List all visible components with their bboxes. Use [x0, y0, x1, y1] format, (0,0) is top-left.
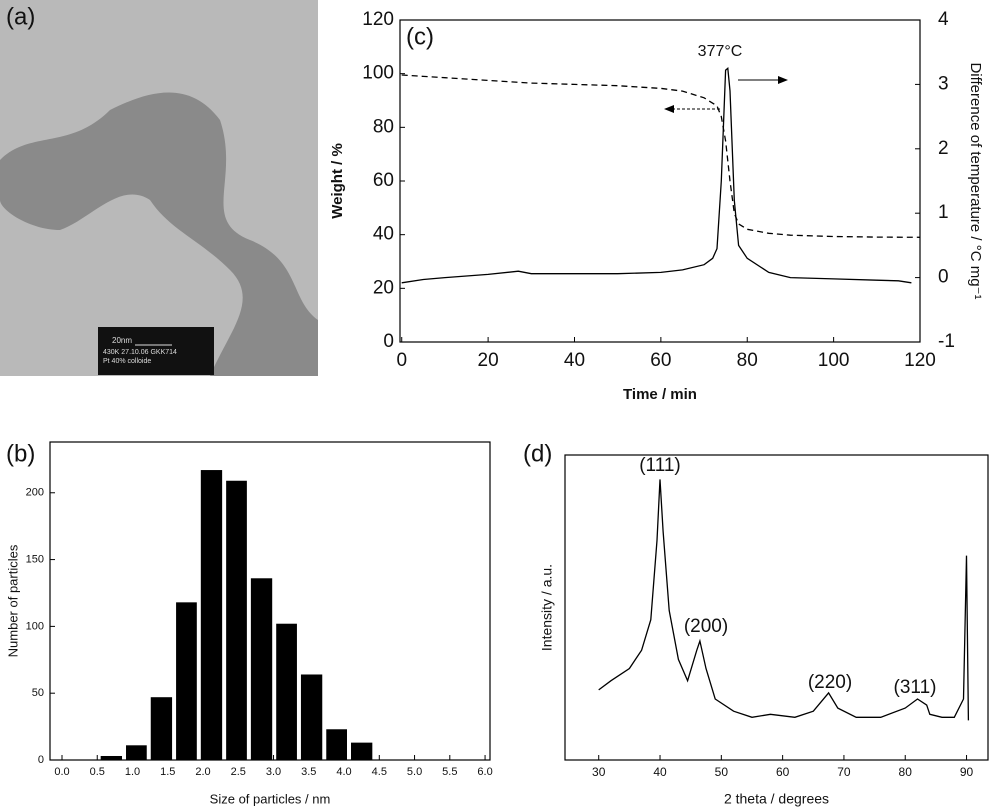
x-tick-label: 4.0	[336, 766, 351, 778]
y2-tick-label: 0	[938, 267, 949, 288]
peak-label: (111)	[639, 455, 681, 476]
x-tick-label: 4.5	[372, 766, 387, 778]
data-line	[401, 66, 912, 284]
x-tick-label: 2.5	[231, 766, 246, 778]
panel-label: (d)	[523, 440, 552, 467]
y2-tick-label: 3	[938, 73, 949, 94]
peak-label: (311)	[894, 677, 937, 698]
x-tick-label: 50	[715, 765, 729, 779]
info-text: 430K 27.10.06 GKK714	[103, 349, 177, 356]
data-line	[598, 479, 970, 721]
x-tick-label: 1.5	[160, 766, 175, 778]
x-tick-label: 80	[899, 765, 913, 779]
bar	[326, 729, 347, 760]
x-tick-label: 0.5	[90, 766, 105, 778]
y-axis-label: Weight / %	[329, 143, 346, 219]
bar	[226, 480, 247, 760]
panel-label: (a)	[6, 3, 35, 30]
bar	[250, 578, 273, 760]
y2-axis-label: Difference of temperature / °C mg⁻¹	[967, 62, 984, 299]
x-tick-label: 120	[904, 350, 936, 371]
bar	[300, 674, 323, 760]
arrow-head	[778, 76, 788, 84]
x-tick-label: 90	[960, 765, 974, 779]
y-tick-label: 20	[373, 277, 394, 298]
y-axis-label: Number of particles	[5, 544, 20, 657]
x-tick-label: 0	[396, 350, 407, 371]
x-tick-label: 5.5	[442, 766, 457, 778]
y-tick-label: 60	[373, 170, 394, 191]
y-tick-label: 120	[362, 9, 394, 30]
bar	[126, 745, 147, 760]
y2-tick-label: 2	[938, 138, 949, 159]
bar	[100, 755, 123, 760]
x-tick-label: 80	[737, 350, 758, 371]
y-tick-label: 50	[32, 687, 44, 699]
x-tick-label: 100	[818, 350, 850, 371]
x-tick-label: 3.0	[266, 766, 281, 778]
y-tick-label: 40	[373, 224, 394, 245]
x-tick-label: 6.0	[477, 766, 492, 778]
arrow-head	[664, 105, 674, 113]
x-tick-label: 60	[650, 350, 671, 371]
y-tick-label: 200	[26, 487, 44, 499]
arrows	[664, 76, 788, 113]
annotation: 377°C	[698, 43, 743, 60]
tem-image: 20nm 430K 27.10.06 GKK714 Pt 40% colloid…	[0, 0, 318, 376]
peak-label: (220)	[808, 672, 852, 693]
x-tick-label: 1.0	[125, 766, 140, 778]
x-tick-label: 40	[653, 765, 667, 779]
y-axis-label: Intensity / a.u.	[539, 564, 555, 651]
scale-text: 20nm	[112, 336, 132, 345]
info-text: Pt 40% colloide	[103, 358, 151, 365]
x-axis-label: Size of particles / nm	[210, 791, 331, 806]
y-tick-label: 100	[362, 63, 394, 84]
y-tick-label: 0	[38, 754, 44, 766]
bar	[176, 602, 197, 760]
plot-frame	[564, 454, 989, 761]
panel-label: (b)	[6, 440, 35, 467]
y2-tick-label: -1	[938, 331, 955, 352]
x-tick-label: 0.0	[54, 766, 69, 778]
bar	[200, 470, 223, 760]
x-tick-label: 60	[776, 765, 790, 779]
x-axis-label: 2 theta / degrees	[724, 791, 829, 807]
x-tick-label: 20	[478, 350, 499, 371]
x-tick-label: 3.5	[301, 766, 316, 778]
bar	[276, 623, 297, 760]
peak-label: (200)	[684, 616, 728, 637]
scale-box	[98, 327, 214, 375]
x-tick-label: 40	[564, 350, 585, 371]
plot-frame	[399, 19, 921, 343]
y2-tick-label: 4	[938, 9, 949, 30]
data-line	[401, 74, 921, 238]
x-axis-label: Time / min	[623, 386, 697, 403]
y2-tick-label: 1	[938, 202, 949, 223]
x-tick-label: 70	[837, 765, 851, 779]
y-tick-label: 100	[26, 620, 44, 632]
x-tick-label: 30	[592, 765, 606, 779]
x-tick-label: 5.0	[407, 766, 422, 778]
panel-label: (c)	[406, 23, 434, 50]
particle-cluster	[0, 92, 318, 376]
y-tick-label: 150	[26, 553, 44, 565]
y-tick-label: 80	[373, 116, 394, 137]
x-tick-label: 2.0	[195, 766, 210, 778]
y-tick-label: 0	[383, 331, 394, 352]
bar	[351, 742, 373, 760]
bar	[150, 697, 173, 760]
